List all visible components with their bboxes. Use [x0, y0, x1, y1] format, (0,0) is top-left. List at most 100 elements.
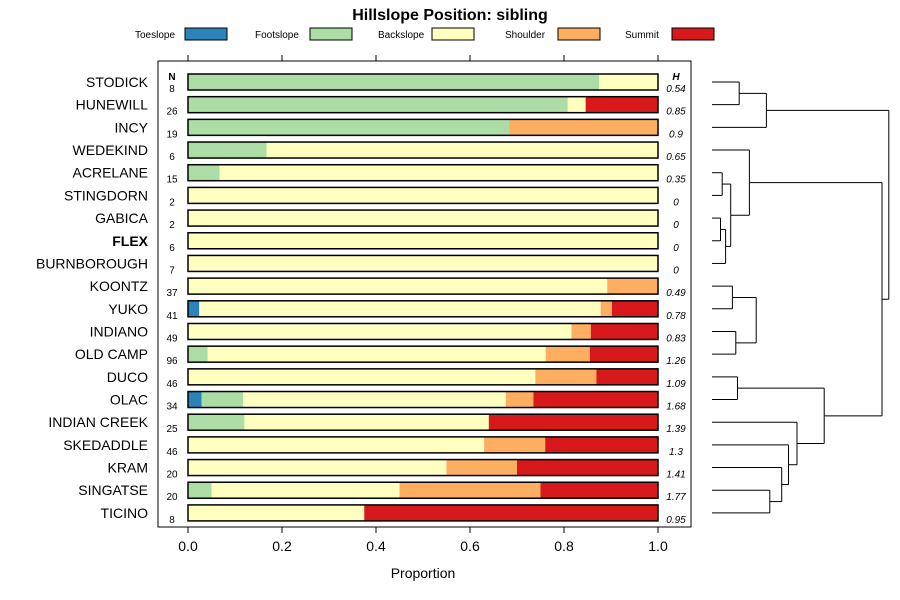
legend-swatch-summit — [671, 27, 715, 41]
x-tick-label-1.0: 1.0 — [648, 538, 668, 554]
bar-segment-singatse-footslope — [188, 482, 212, 499]
row-label-wedekind: WEDEKIND — [73, 142, 148, 158]
bar-segment-olac-shoulder — [505, 391, 534, 408]
n-value-olac: 34 — [166, 402, 178, 413]
plot-frame — [157, 60, 692, 528]
row-label-indian-creek: INDIAN CREEK — [48, 414, 148, 430]
h-value-olac: 1.68 — [666, 402, 686, 413]
legend-label-footslope: Footslope — [255, 30, 299, 41]
bar-outline-hunewill — [187, 95, 659, 114]
legend-swatch-shoulder — [557, 27, 601, 41]
bar-segment-wedekind-backslope — [266, 142, 658, 159]
bar-outline-incy — [187, 118, 659, 137]
row-label-skedaddle: SKEDADDLE — [63, 437, 148, 453]
bar-segment-hunewill-backslope — [567, 96, 586, 113]
bar-segment-ticino-backslope — [188, 504, 365, 521]
row-label-stodick: STODICK — [86, 74, 149, 90]
bar-segment-indiano-shoulder — [571, 323, 591, 340]
bar-segment-yuko-shoulder — [600, 300, 612, 317]
n-value-singatse: 20 — [166, 492, 178, 503]
n-value-koontz: 37 — [166, 288, 178, 299]
bar-segment-koontz-shoulder — [607, 278, 658, 295]
n-value-indian-creek: 25 — [166, 424, 178, 435]
x-tick-label-0.2: 0.2 — [272, 538, 292, 554]
bar-segment-olac-summit — [533, 391, 658, 408]
bar-segment-stodick-backslope — [599, 74, 658, 90]
bar-outline-olac — [187, 390, 659, 409]
h-value-duco: 1.09 — [666, 379, 686, 390]
row-label-flex: FLEX — [112, 233, 148, 249]
n-value-duco: 46 — [166, 379, 178, 390]
n-value-flex: 6 — [169, 243, 175, 254]
bar-outline-gabica — [187, 209, 659, 227]
h-value-acrelane: 0.35 — [666, 175, 686, 186]
h-value-stingdorn: 0 — [673, 197, 679, 208]
bar-segment-yuko-summit — [611, 300, 658, 317]
legend: Toeslope Footslope Backslope Shoulder Summit — [135, 27, 715, 41]
row-label-koontz: KOONTZ — [90, 278, 149, 294]
bar-outline-burnborough — [187, 254, 659, 273]
bar-segment-duco-summit — [596, 368, 658, 385]
bar-segment-indian-creek-summit — [488, 414, 658, 431]
n-value-yuko: 41 — [166, 311, 178, 322]
bar-segment-duco-backslope — [188, 368, 536, 385]
h-value-gabica: 0 — [673, 220, 679, 231]
bar-segment-yuko-backslope — [199, 300, 601, 317]
x-axis-label: Proportion — [391, 565, 456, 581]
bar-segment-hunewill-footslope — [188, 96, 568, 113]
dendrogram — [712, 81, 890, 514]
h-value-old-camp: 1.26 — [666, 356, 686, 367]
legend-label-backslope: Backslope — [378, 30, 425, 41]
n-value-stodick: 8 — [169, 84, 175, 95]
bar-segment-old-camp-footslope — [188, 346, 208, 363]
bar-segment-old-camp-backslope — [207, 346, 546, 363]
bar-segment-skedaddle-shoulder — [484, 436, 546, 453]
bar-segment-singatse-backslope — [211, 482, 400, 499]
n-value-burnborough: 7 — [169, 265, 175, 276]
n-value-ticino: 8 — [169, 515, 175, 526]
n-value-skedaddle: 46 — [166, 447, 178, 458]
bar-segment-burnborough-backslope — [188, 255, 658, 272]
bar-outline-flex — [187, 232, 659, 250]
legend-swatch-backslope — [431, 27, 475, 41]
bar-outline-ticino — [187, 504, 659, 522]
row-label-incy: INCY — [115, 119, 149, 135]
row-label-olac: OLAC — [110, 392, 148, 408]
row-label-hunewill: HUNEWILL — [76, 97, 149, 113]
bar-outline-koontz — [187, 277, 659, 295]
bar-segment-duco-shoulder — [535, 368, 597, 385]
row-label-duco: DUCO — [107, 369, 148, 385]
h-value-hunewill: 0.85 — [666, 107, 686, 118]
bar-segment-kram-summit — [517, 459, 658, 476]
bar-segment-old-camp-summit — [589, 346, 659, 363]
row-label-old-camp: OLD CAMP — [75, 346, 148, 362]
x-tick-label-0.8: 0.8 — [554, 538, 574, 554]
bar-segment-indiano-summit — [590, 323, 658, 340]
bar-segment-yuko-toeslope — [188, 300, 200, 317]
bar-outline-stodick — [187, 73, 659, 91]
n-value-stingdorn: 2 — [169, 197, 175, 208]
bar-segment-kram-backslope — [188, 459, 447, 476]
bar-segment-ticino-summit — [364, 504, 658, 521]
bar-segment-indian-creek-footslope — [188, 414, 245, 431]
bar-outline-yuko — [187, 300, 659, 318]
legend-swatch-footslope — [309, 27, 353, 41]
bar-segment-koontz-backslope — [188, 278, 608, 295]
h-value-flex: 0 — [673, 243, 679, 254]
legend-swatch-toeslope — [184, 27, 228, 41]
row-label-yuko: YUKO — [108, 301, 148, 317]
x-tick-label-0.6: 0.6 — [460, 538, 480, 554]
n-value-old-camp: 96 — [166, 356, 178, 367]
n-value-kram: 20 — [166, 470, 178, 481]
h-value-kram: 1.41 — [666, 470, 685, 481]
n-value-hunewill: 26 — [166, 107, 178, 118]
row-label-ticino: TICINO — [101, 505, 149, 521]
legend-label-summit: Summit — [625, 30, 659, 41]
bar-segment-olac-footslope — [201, 391, 243, 408]
row-label-kram: KRAM — [108, 460, 148, 476]
bar-segment-incy-footslope — [188, 119, 510, 136]
legend-label-toeslope: Toeslope — [135, 30, 175, 41]
h-value-stodick: 0.54 — [666, 84, 686, 95]
